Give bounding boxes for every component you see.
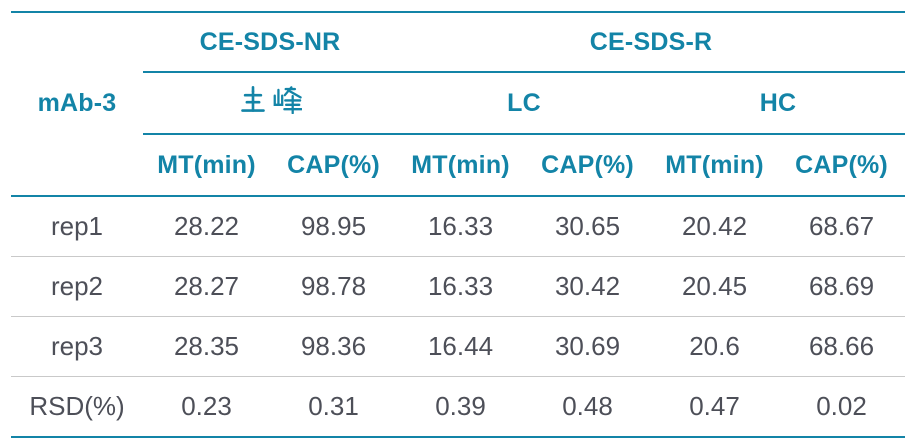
row-label-header: mAb-3 [37, 88, 117, 117]
table-row-rsd: RSD(%) 0.23 0.31 0.39 0.48 0.47 0.02 [11, 376, 906, 438]
data-cell: 30.65 [524, 196, 652, 257]
ce-sds-results-table: CE-SDS-NR CE-SDS-R mAb-3 [11, 11, 906, 438]
data-cell: 98.78 [270, 256, 398, 317]
data-cell: 0.31 [270, 376, 398, 438]
data-cell: 98.95 [270, 196, 398, 257]
subgroup-header-hc: HC [651, 72, 906, 135]
column-header-row: MT(min) CAP(%) MT(min) CAP(%) MT(min) CA… [11, 134, 906, 197]
group-header-row: CE-SDS-NR CE-SDS-R [11, 11, 906, 73]
group-header-ce-sds-nr: CE-SDS-NR [143, 11, 398, 73]
table-row-rep3: rep3 28.35 98.36 16.44 30.69 20.6 68.66 [11, 316, 906, 377]
column-header-mt-1: MT(min) [143, 134, 270, 197]
data-cell: 28.27 [143, 256, 270, 317]
data-cell: 0.47 [651, 376, 779, 438]
row-label: RSD(%) [11, 376, 143, 438]
data-cell: 68.69 [778, 256, 906, 317]
subgroup-header-row: mAb-3 [11, 72, 906, 135]
data-cell: 20.45 [651, 256, 779, 317]
data-cell: 0.02 [778, 376, 906, 438]
data-cell: 20.6 [651, 316, 779, 377]
data-cell: 28.22 [143, 196, 270, 257]
data-cell: 16.44 [397, 316, 525, 377]
data-cell: 98.36 [270, 316, 398, 377]
group-header-ce-sds-r: CE-SDS-R [397, 11, 906, 73]
table-row-rep2: rep2 28.27 98.78 16.33 30.42 20.45 68.69 [11, 256, 906, 317]
subgroup-header-lc: LC [397, 72, 652, 135]
data-cell: 16.33 [397, 196, 525, 257]
table-row-rep1: rep1 28.22 98.95 16.33 30.65 20.42 68.67 [11, 196, 906, 257]
data-cell: 68.67 [778, 196, 906, 257]
row-label: rep1 [11, 196, 143, 257]
cjk-glyph-zhu [240, 85, 265, 112]
main-peak-cjk-label [239, 85, 302, 114]
data-cell: 0.48 [524, 376, 652, 438]
data-cell: 68.66 [778, 316, 906, 377]
data-cell: 28.35 [143, 316, 270, 377]
row-label: rep3 [11, 316, 143, 377]
subgroup-header-main-peak [143, 72, 398, 135]
data-cell: 30.69 [524, 316, 652, 377]
corner-cell [11, 11, 143, 72]
data-cell: 16.33 [397, 256, 525, 317]
data-cell: 0.39 [397, 376, 525, 438]
row-label: rep2 [11, 256, 143, 317]
column-header-cap-1: CAP(%) [270, 134, 398, 197]
cjk-glyph-feng [273, 85, 302, 114]
data-cell: 0.23 [143, 376, 270, 438]
data-cell: 30.42 [524, 256, 652, 317]
column-header-cap-2: CAP(%) [524, 134, 652, 197]
column-header-cap-3: CAP(%) [778, 134, 906, 197]
column-header-mt-3: MT(min) [651, 134, 779, 197]
column-header-mt-2: MT(min) [397, 134, 525, 197]
data-cell: 20.42 [651, 196, 779, 257]
empty-header-cell [11, 134, 143, 197]
